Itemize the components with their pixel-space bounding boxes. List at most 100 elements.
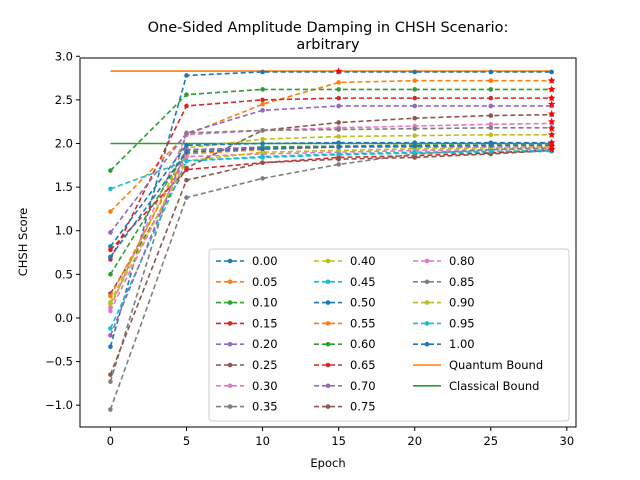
- legend-label-22: Classical Bound: [449, 379, 539, 393]
- legend-label-13: 0.65: [350, 358, 376, 372]
- series-point-1-0: [108, 209, 113, 214]
- y-tick-label-1: −0.5: [45, 355, 73, 369]
- legend-marker-0: [227, 258, 233, 264]
- series-point-1-5: [488, 78, 494, 83]
- series-point-0-0: [108, 344, 113, 350]
- legend-marker-7: [227, 404, 233, 409]
- legend-marker-1: [227, 279, 233, 285]
- y-tick-label-7: 2.5: [55, 93, 73, 107]
- series-point-20-5: [488, 142, 494, 148]
- series-point-7-5: [488, 125, 494, 131]
- legend-label-5: 0.25: [252, 358, 278, 372]
- legend-label-10: 0.50: [350, 296, 376, 310]
- series-point-8-3: [336, 134, 341, 139]
- series-point-9-0: [108, 326, 113, 331]
- series-point-18-2: [260, 149, 265, 155]
- series-point-17-1: [184, 195, 189, 200]
- legend-entry-3: 0.15: [216, 316, 278, 330]
- series-point-15-3: [336, 156, 341, 162]
- legend-marker-8: [325, 258, 331, 264]
- legend-label-0: 0.00: [252, 254, 278, 268]
- y-tick-label-8: 3.0: [55, 49, 73, 63]
- legend-entry-5: 0.25: [216, 358, 278, 372]
- series-point-3-2: [260, 97, 265, 103]
- series-point-3-1: [184, 103, 189, 109]
- series-point-15-0: [108, 372, 113, 377]
- series-point-16-1: [184, 154, 189, 159]
- legend-entry-6: 0.30: [216, 379, 278, 393]
- series-point-4-0: [108, 230, 113, 235]
- legend-label-17: 0.85: [449, 275, 475, 289]
- legend-entry-12: 0.60: [314, 337, 376, 351]
- legend-marker-12: [325, 341, 331, 347]
- series-point-18-3: [336, 148, 341, 153]
- legend-label-8: 0.40: [350, 254, 376, 268]
- series-point-1-4: [412, 78, 418, 83]
- series-point-0-1: [184, 73, 189, 78]
- series-point-2-4: [412, 87, 418, 92]
- series-point-6-5: [488, 121, 494, 127]
- x-tick-label-4: 20: [407, 434, 422, 448]
- series-point-5-3: [336, 120, 341, 125]
- legend-marker-11: [325, 321, 331, 326]
- legend-label-21: Quantum Bound: [449, 358, 543, 372]
- series-point-0-4: [412, 69, 418, 75]
- series-point-4-5: [488, 103, 494, 109]
- legend-marker-17: [424, 279, 430, 285]
- legend-label-18: 0.90: [449, 296, 475, 310]
- x-tick-label-1: 5: [183, 434, 190, 448]
- series-point-2-0: [108, 168, 113, 173]
- star-marker-3: [547, 94, 556, 102]
- legend-entry-10: 0.50: [314, 296, 376, 310]
- series-point-12-0: [108, 272, 113, 277]
- star-marker-8: [547, 130, 556, 138]
- legend-marker-18: [424, 300, 430, 305]
- series-point-0-2: [260, 69, 265, 75]
- x-axis: 0 5 10 15 20 25 30: [107, 427, 574, 448]
- star-marker-2: [547, 85, 556, 93]
- legend-entry-16: 0.80: [413, 254, 475, 268]
- series-point-8-4: [412, 133, 418, 138]
- series-3: [108, 95, 554, 262]
- legend-marker-3: [227, 321, 233, 326]
- y-tick-label-6: 2.0: [55, 136, 73, 150]
- star-marker-1: [547, 76, 556, 84]
- series-point-17-3: [336, 162, 341, 167]
- series-point-16-0: [108, 308, 113, 314]
- series-point-7-3: [336, 127, 341, 132]
- series-point-4-3: [336, 103, 341, 109]
- legend-entry-20: 1.00: [413, 337, 475, 351]
- series-point-19-5: [488, 149, 494, 154]
- series-point-5-5: [488, 113, 494, 118]
- series-point-15-2: [260, 160, 265, 165]
- legend-entry-18: 0.90: [413, 296, 475, 310]
- series-point-13-1: [184, 167, 189, 172]
- y-tick-label-3: 0.5: [55, 267, 73, 281]
- series-point-11-0: [108, 293, 113, 299]
- legend-entry-7: 0.35: [216, 400, 278, 414]
- series-point-19-1: [184, 158, 189, 164]
- legend-label-2: 0.10: [252, 296, 278, 310]
- series-point-0-6: [549, 69, 554, 75]
- legend-marker-6: [227, 383, 233, 389]
- legend-label-9: 0.45: [350, 275, 376, 289]
- legend-entry-15: 0.75: [314, 400, 376, 414]
- series-point-3-4: [412, 95, 418, 101]
- x-axis-label: Epoch: [310, 456, 345, 470]
- x-tick-label-5: 25: [483, 434, 498, 448]
- series-point-15-1: [184, 177, 189, 183]
- series-point-7-1: [184, 130, 189, 136]
- plot-area: [79, 57, 577, 428]
- star-marker-6: [547, 117, 556, 125]
- series-point-14-0: [108, 333, 113, 338]
- y-axis: −1.0 −0.5 0.0 0.5 1.0 1.5 2.0 2.5 3.0: [45, 49, 80, 412]
- series-point-8-5: [488, 132, 494, 138]
- axes-frame: [79, 57, 577, 428]
- legend-entry-4: 0.20: [216, 337, 278, 351]
- series-point-19-4: [412, 149, 418, 155]
- series-point-13-0: [108, 247, 113, 253]
- legend-label-20: 1.00: [449, 337, 475, 351]
- series-point-20-3: [336, 144, 341, 150]
- legend-marker-16: [424, 258, 430, 264]
